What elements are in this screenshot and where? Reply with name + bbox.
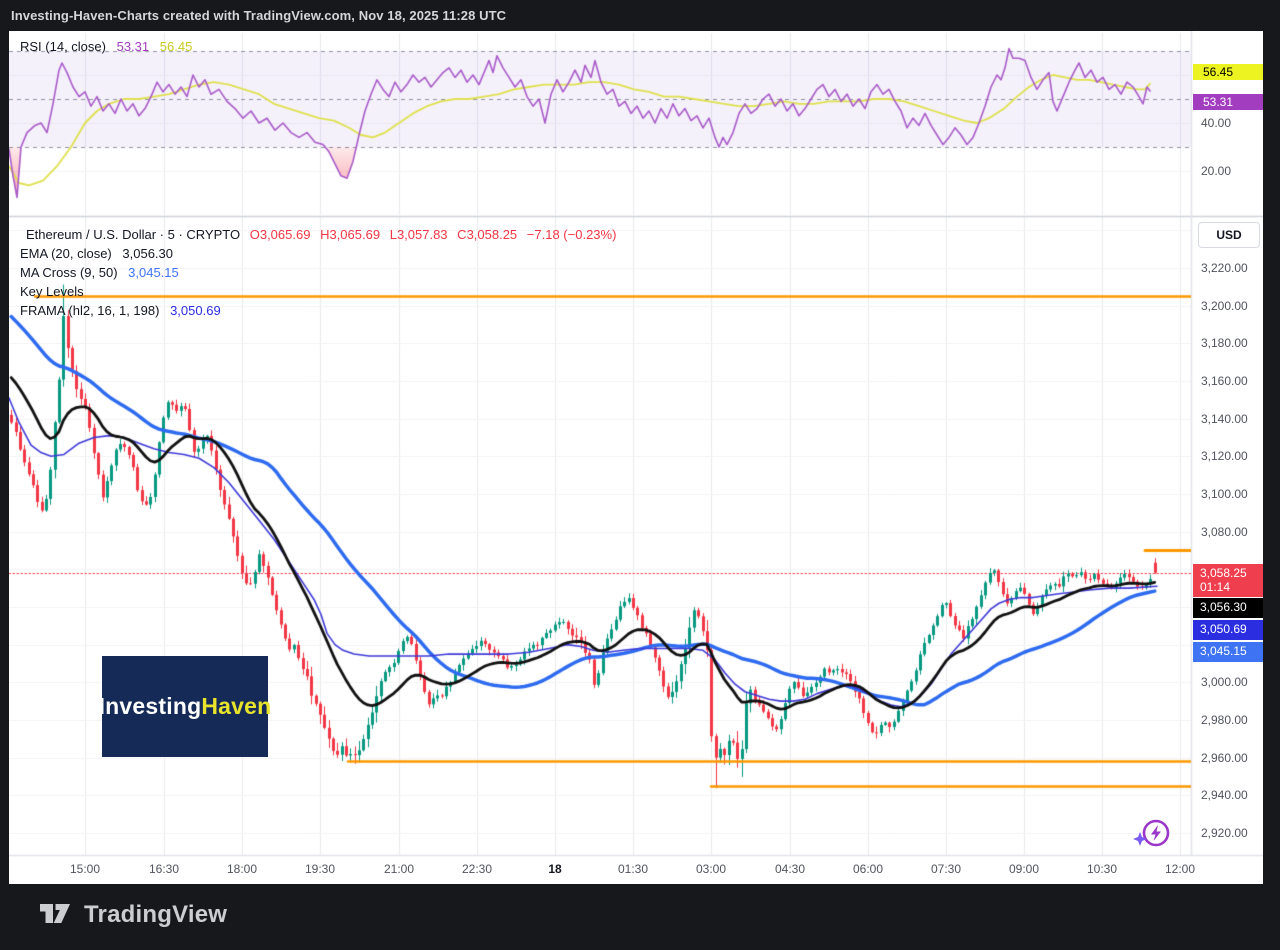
rsi-badge: 56.45 [1193,64,1263,80]
time-tick-label: 07:30 [930,862,962,876]
sparkle-icon [1133,832,1147,846]
rsi-badge: 53.31 [1193,94,1263,110]
boost-icon[interactable] [1131,815,1173,853]
lightning-bolt-icon [1151,825,1161,841]
low-value: 3,057.83 [396,227,448,242]
price-badge: 3,050.69 [1193,620,1263,640]
price-tick-label: 3,220.00 [1201,261,1248,275]
time-tick-label: 12:00 [1164,862,1196,876]
tradingview-logo[interactable]: TradingView [38,900,227,930]
time-tick-label: 03:00 [695,862,727,876]
price-tick-label: 3,120.00 [1201,449,1248,464]
frama-value: 3,050.69 [170,303,221,318]
price-tick-label: 3,100.00 [1201,486,1248,501]
chart-export-title: Investing-Haven-Charts created with Trad… [11,7,507,23]
chart-panel: RSI (14, close) 53.31 56.45 Ethereum / U… [9,31,1263,884]
ema-value: 3,056.30 [122,246,173,261]
close-label: C [457,227,467,242]
low-label: L [389,227,397,242]
ma-cross-value: 3,045.15 [128,265,179,280]
time-tick-label: 22:30 [461,862,493,876]
time-tick-label: 04:30 [774,862,806,876]
ma-cross-legend-label[interactable]: MA Cross (9, 50) [20,265,118,280]
price-tick-label: 2,940.00 [1201,788,1248,803]
time-tick-label: 09:00 [1008,862,1040,876]
price-tick-label: 3,080.00 [1201,524,1248,539]
time-tick-label: 18:00 [226,862,258,876]
time-tick-label: 06:00 [852,862,884,876]
time-tick-label: 18 [548,862,562,876]
rsi-legend-title: RSI (14, close) [20,39,106,54]
time-tick-label: 15:00 [69,862,101,876]
price-tick-label: 3,200.00 [1201,298,1248,313]
price-tick-label: 2,980.00 [1201,712,1248,727]
price-tick-label: 3,180.00 [1201,336,1248,351]
time-tick-label: 01:30 [617,862,649,876]
time-tick-label: 10:30 [1086,862,1118,876]
price-tick-label: 3,000.00 [1201,675,1248,690]
price-badge: 3,045.15 [1193,642,1263,662]
rsi-legend[interactable]: RSI (14, close) 53.31 56.45 [20,37,192,56]
high-label: H [320,227,330,242]
footer: TradingView [0,884,1280,950]
rsi-value: 53.31 [116,39,150,54]
watermark-text: InvestingHaven [98,693,272,719]
symbol-legend[interactable]: Ethereum / U.S. Dollar · 5 · CRYPTO O3,0… [20,225,616,320]
price-badge: 3,058.25 01:14 [1193,564,1263,597]
price-tick-label: 2,920.00 [1201,825,1248,840]
change-value: −7.18 (−0.23%) [526,227,617,242]
rsi-tick-label: 40.00 [1201,116,1232,130]
ema-legend-label[interactable]: EMA (20, close) [20,246,112,261]
time-tick-label: 19:30 [304,862,336,876]
tradingview-glyph-icon [40,904,70,923]
tradingview-brand-text: TradingView [84,901,228,928]
price-tick-label: 3,160.00 [1201,373,1248,388]
currency-button[interactable]: USD [1198,222,1260,248]
open-value: 3,065.69 [259,227,311,242]
time-tick-label: 21:00 [383,862,415,876]
price-tick-label: 2,960.00 [1201,750,1248,765]
rsi-ma-value: 56.45 [159,39,193,54]
investinghaven-watermark: InvestingHaven [99,656,271,757]
key-levels-legend-label[interactable]: Key Levels [20,284,84,299]
price-tick-label: 3,140.00 [1201,411,1248,426]
time-tick-label: 16:30 [148,862,180,876]
close-value: 3,058.25 [466,227,518,242]
high-value: 3,065.69 [329,227,381,242]
frama-legend-label[interactable]: FRAMA (hl2, 16, 1, 198) [20,303,160,318]
open-label: O [249,227,260,242]
symbol-title[interactable]: Ethereum / U.S. Dollar · 5 · CRYPTO [26,227,241,242]
rsi-tick-label: 20.00 [1201,164,1232,178]
window-title-bar: Investing-Haven-Charts created with Trad… [0,0,1280,30]
price-badge: 3,056.30 [1193,598,1263,618]
